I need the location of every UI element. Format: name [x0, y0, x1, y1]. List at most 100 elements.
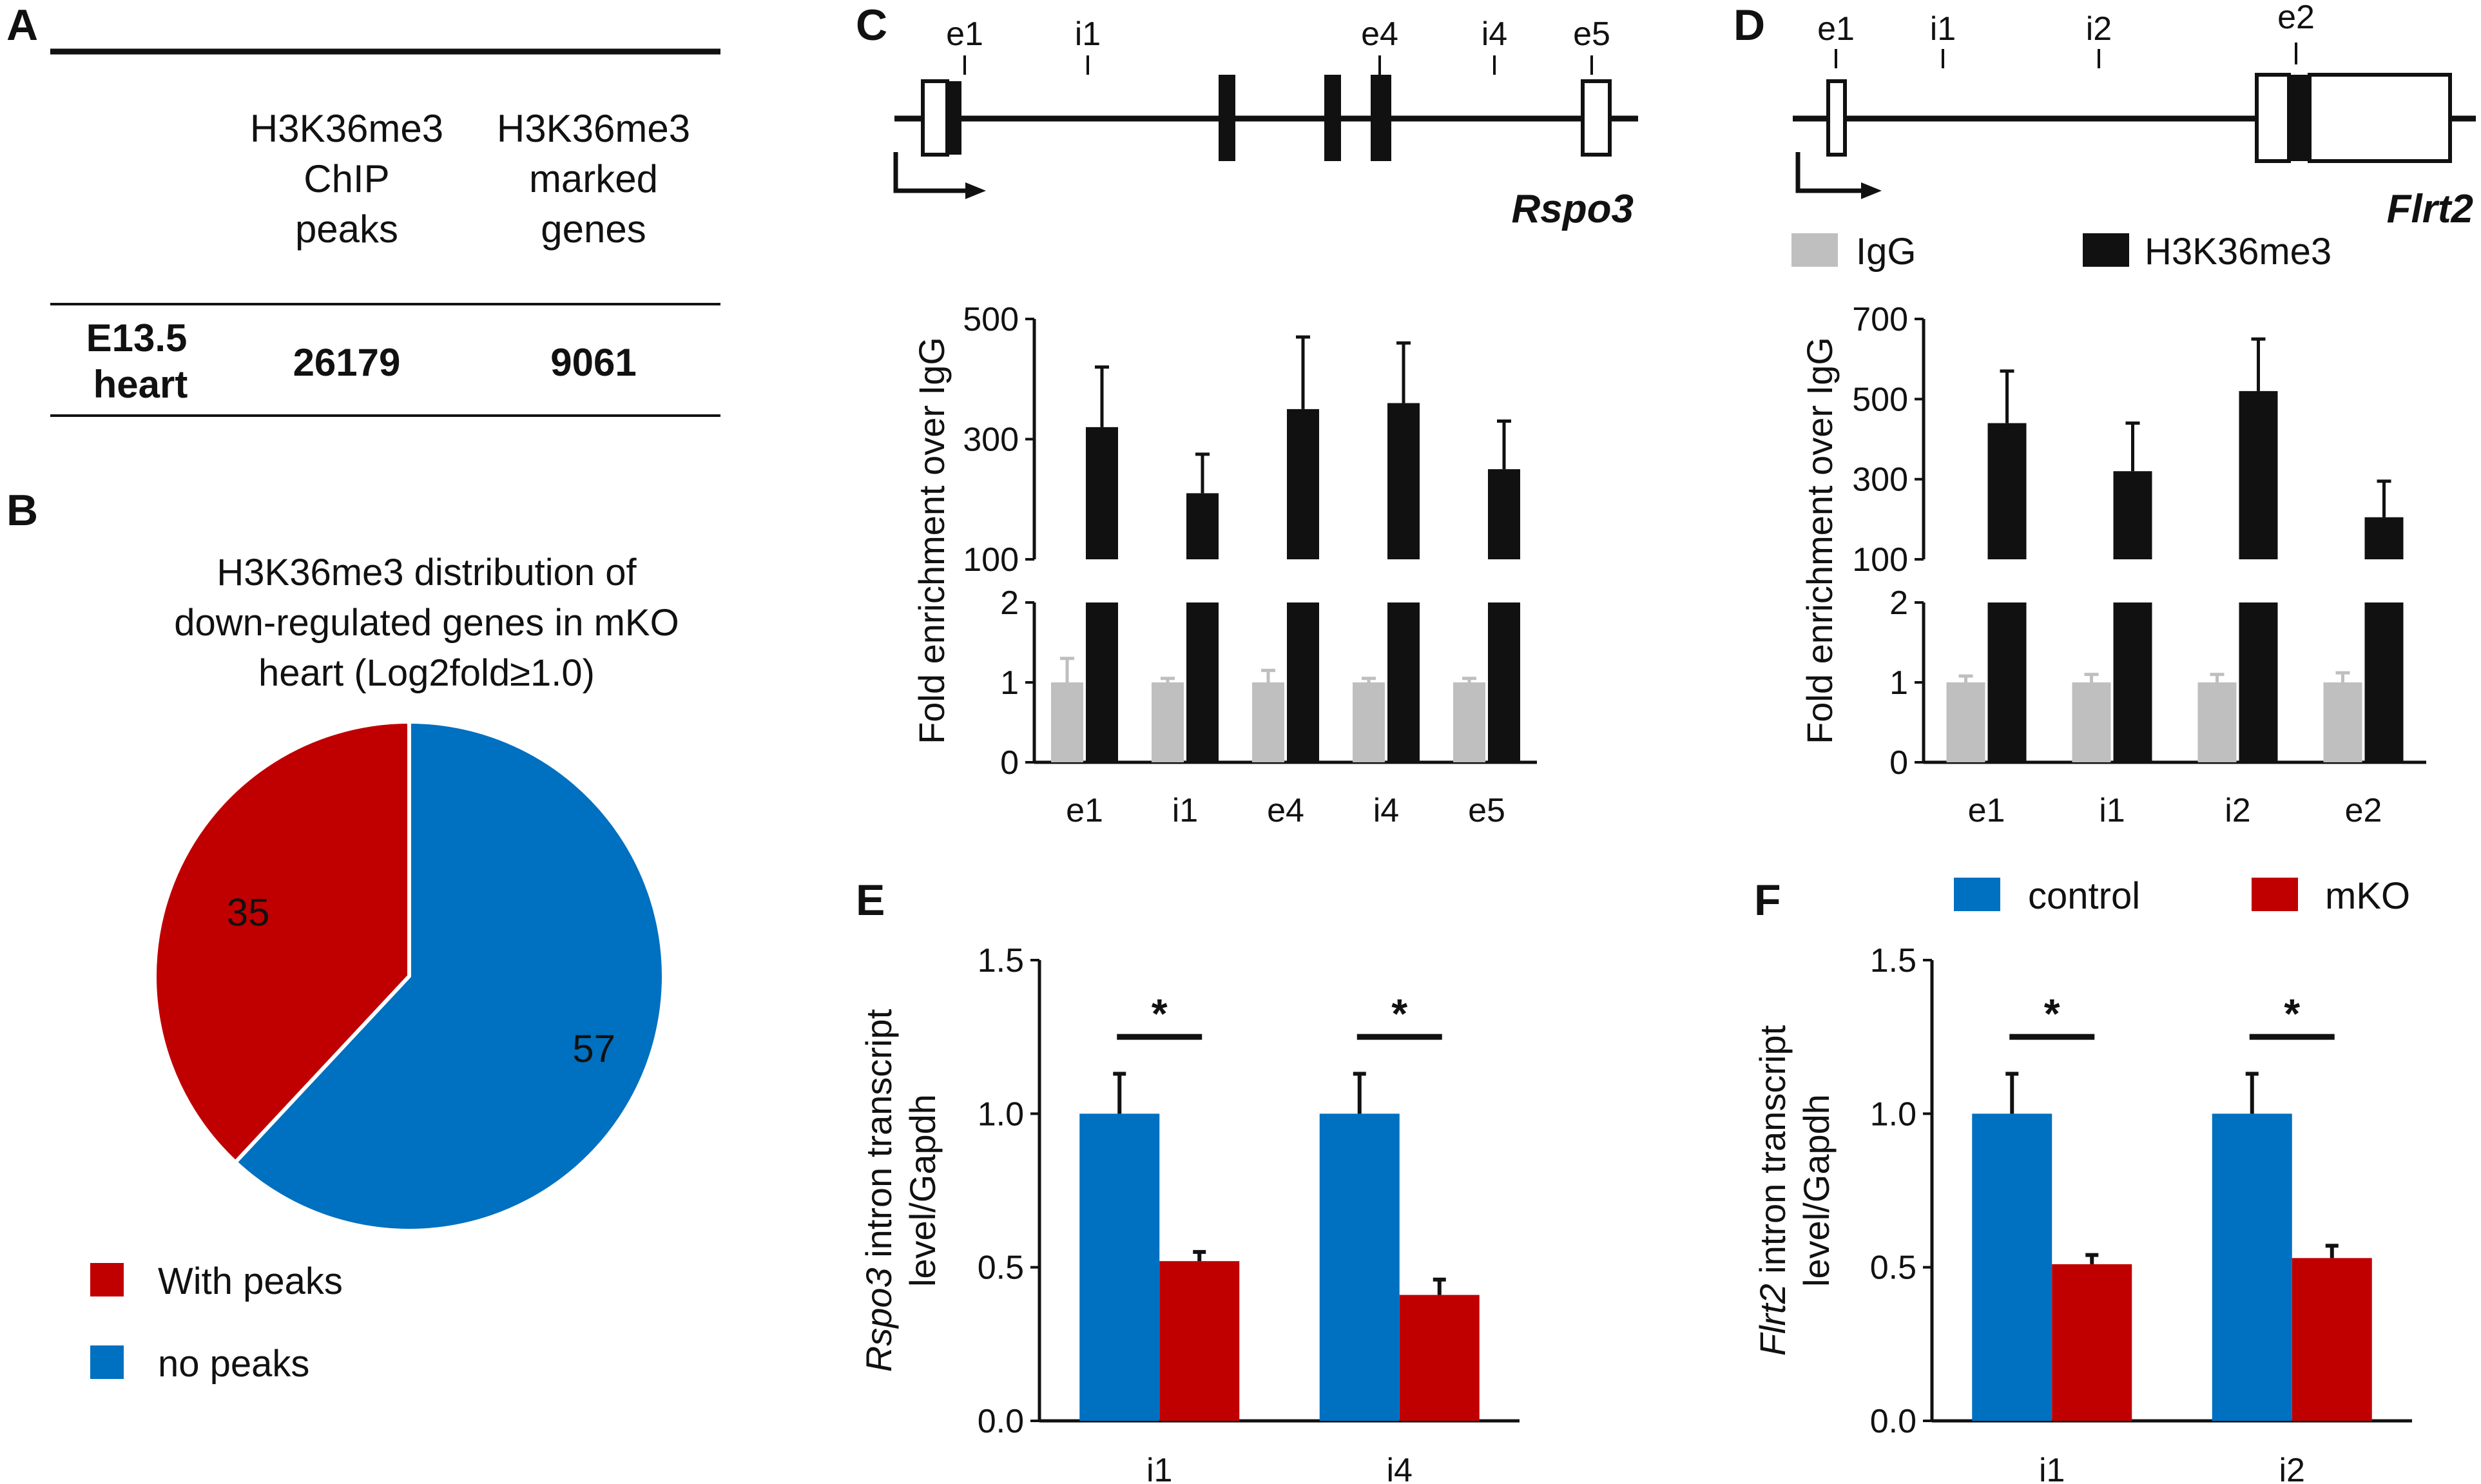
h3k36me3-bar-upper [1287, 409, 1319, 559]
igg-bar [2072, 682, 2111, 762]
site-label-i1: i1 [1930, 10, 1956, 48]
h3k36me3-bar-upper [2364, 517, 2404, 559]
h3k36me3-bar-upper [1987, 423, 2027, 559]
tss-arrow-stem [893, 152, 980, 193]
h3k36me3-bar-lower [1186, 602, 1219, 762]
y-tick-label: 300 [1852, 461, 1908, 499]
exon-box [2289, 75, 2310, 161]
x-tick-label: e2 [2345, 792, 2382, 829]
y-axis-label-line2: level/Gapdh [902, 1094, 943, 1287]
y-tick-label: 0 [1889, 744, 1908, 782]
igg-bar [1152, 682, 1184, 762]
h3k36me3-bar-upper [2113, 471, 2152, 559]
y-axis-label-rest: intron transcript [1752, 1025, 1793, 1284]
control-bar [1079, 1113, 1160, 1421]
table-row-label-line2: heart [93, 363, 188, 406]
legend-swatch-control [1954, 878, 2000, 911]
y-axis-label-line1: Flrt2 intron transcript [1752, 1025, 1793, 1356]
exon-utr-box [2308, 73, 2452, 163]
table-header-peaks-line2: ChIP [304, 157, 389, 200]
y-axis-label-line1: Rspo3 intron transcript [858, 1008, 899, 1372]
control-bar [1972, 1113, 2052, 1421]
tss-arrow-stem [1795, 152, 1875, 193]
rt-chart-flrt2: 0.0 0.5 1.0 1.5 * i1 * i2 Flrt2 intron transcrip… [1752, 875, 2412, 1484]
pie-slice-with-peaks [153, 719, 411, 1165]
y-tick-label: 500 [1852, 381, 1908, 418]
panel-f: F 0.0 0.5 1.0 1.5 * i1 * i2 Flrt2 intron transcr… [1752, 875, 2412, 1484]
panel-label-c: C [856, 1, 887, 50]
y-tick-label: 100 [1852, 541, 1908, 579]
site-label-e5: e5 [1573, 15, 1610, 53]
legend-label-h3k36me3: H3K36me3 [2145, 231, 2331, 273]
h3k36me3-bar-lower [1287, 602, 1319, 762]
table-header-peaks-line3: peaks [295, 207, 398, 251]
gene-name-rspo3: Rspo3 [1512, 187, 1634, 231]
exon-box [1324, 75, 1341, 161]
h3k36me3-bar-lower [2239, 602, 2278, 762]
chip-chart-rspo3: e1 i1 e4 i4 e5 0 1 2 100 300 500 Fold enrichment ov… [911, 301, 1537, 829]
exon-box [947, 81, 961, 155]
x-tick-label: e1 [1968, 792, 2005, 829]
x-tick-label: i1 [2099, 792, 2125, 829]
legend-label-with-peaks: With peaks [158, 1260, 343, 1302]
table-header-genes-line1: H3K36me3 [497, 107, 690, 150]
site-label-e1: e1 [946, 15, 983, 53]
table-header-genes-line3: genes [541, 207, 646, 251]
x-tick-label: e5 [1468, 792, 1505, 829]
x-tick-label: i2 [2225, 792, 2250, 829]
table-cell-genes: 9061 [550, 341, 636, 384]
pie-value-with-peaks: 35 [227, 891, 270, 934]
y-tick-label: 0 [1000, 744, 1019, 782]
site-label-e4: e4 [1361, 15, 1398, 53]
flrt2-gene-map: e1 i1 i2 e2 Flrt2 [1793, 0, 2476, 231]
exon-utr-box [1581, 79, 1612, 157]
h3k36me3-bar-lower [2364, 602, 2404, 762]
igg-bar [1946, 682, 1985, 762]
chip-chart-flrt2: e1 i1 i2 e2 0 1 2 100 300 500 700 Fold enrichment o… [1791, 231, 2426, 829]
panel-label-a: A [6, 1, 38, 50]
panel-label-f: F [1754, 876, 1781, 925]
y-axis-label-rest: intron transcript [858, 1008, 899, 1267]
tss-arrow-icon [965, 182, 986, 199]
legend-label-control: control [2028, 875, 2140, 917]
y-axis-label-gene: Flrt2 [1752, 1284, 1793, 1356]
pie-value-no-peaks: 57 [572, 1027, 615, 1070]
exon-utr-box [1826, 79, 1847, 157]
y-tick-label: 1 [1000, 664, 1019, 702]
legend-swatch-igg [1791, 233, 1838, 267]
y-tick-label: 1.5 [978, 942, 1024, 979]
igg-bar [2323, 682, 2362, 762]
y-tick-label: 0.0 [978, 1403, 1024, 1440]
y-tick-label: 100 [963, 541, 1019, 579]
panel-b: B H3K36me3 distribution of down-regulate… [6, 486, 679, 1385]
y-tick-label: 0.5 [1870, 1249, 1916, 1287]
h3k36me3-bar-upper [1488, 469, 1520, 559]
x-tick-label: i4 [1387, 1452, 1413, 1484]
panel-e: E 0.0 0.5 1.0 1.5 * i1 * i4 Rspo3 intron transcr… [856, 876, 1520, 1484]
tss-arrow-icon [1861, 182, 1882, 199]
table-header-genes-line2: marked [529, 157, 658, 200]
h3k36me3-bar-upper [1186, 493, 1219, 559]
y-axis-label-gene: Rspo3 [858, 1267, 899, 1372]
y-tick-label: 1.0 [1870, 1095, 1916, 1133]
mko-bar [2052, 1264, 2132, 1421]
site-label-i2: i2 [2086, 10, 2112, 48]
h3k36me3-bar-lower [1086, 602, 1118, 762]
y-tick-label: 2 [1889, 584, 1908, 622]
legend-swatch-mko [2252, 878, 2298, 911]
h3k36me3-bar-upper [2239, 390, 2278, 559]
table-cell-peaks: 26179 [293, 341, 401, 384]
y-tick-label: 1 [1889, 664, 1908, 702]
table-header-peaks-line1: H3K36me3 [250, 107, 443, 150]
site-label-i1: i1 [1075, 15, 1101, 53]
site-label-e1: e1 [1817, 10, 1855, 48]
igg-bar [1051, 682, 1083, 762]
h3k36me3-bar-lower [1488, 602, 1520, 762]
legend-swatch-with-peaks [90, 1263, 124, 1296]
y-tick-label: 1.5 [1870, 942, 1916, 979]
legend-swatch-h3k36me3 [2083, 233, 2129, 267]
h3k36me3-bar-upper [1387, 403, 1420, 559]
y-axis-label: Fold enrichment over IgG [1799, 337, 1840, 744]
legend-label-igg: IgG [1856, 231, 1916, 273]
x-tick-label: e4 [1267, 792, 1304, 829]
